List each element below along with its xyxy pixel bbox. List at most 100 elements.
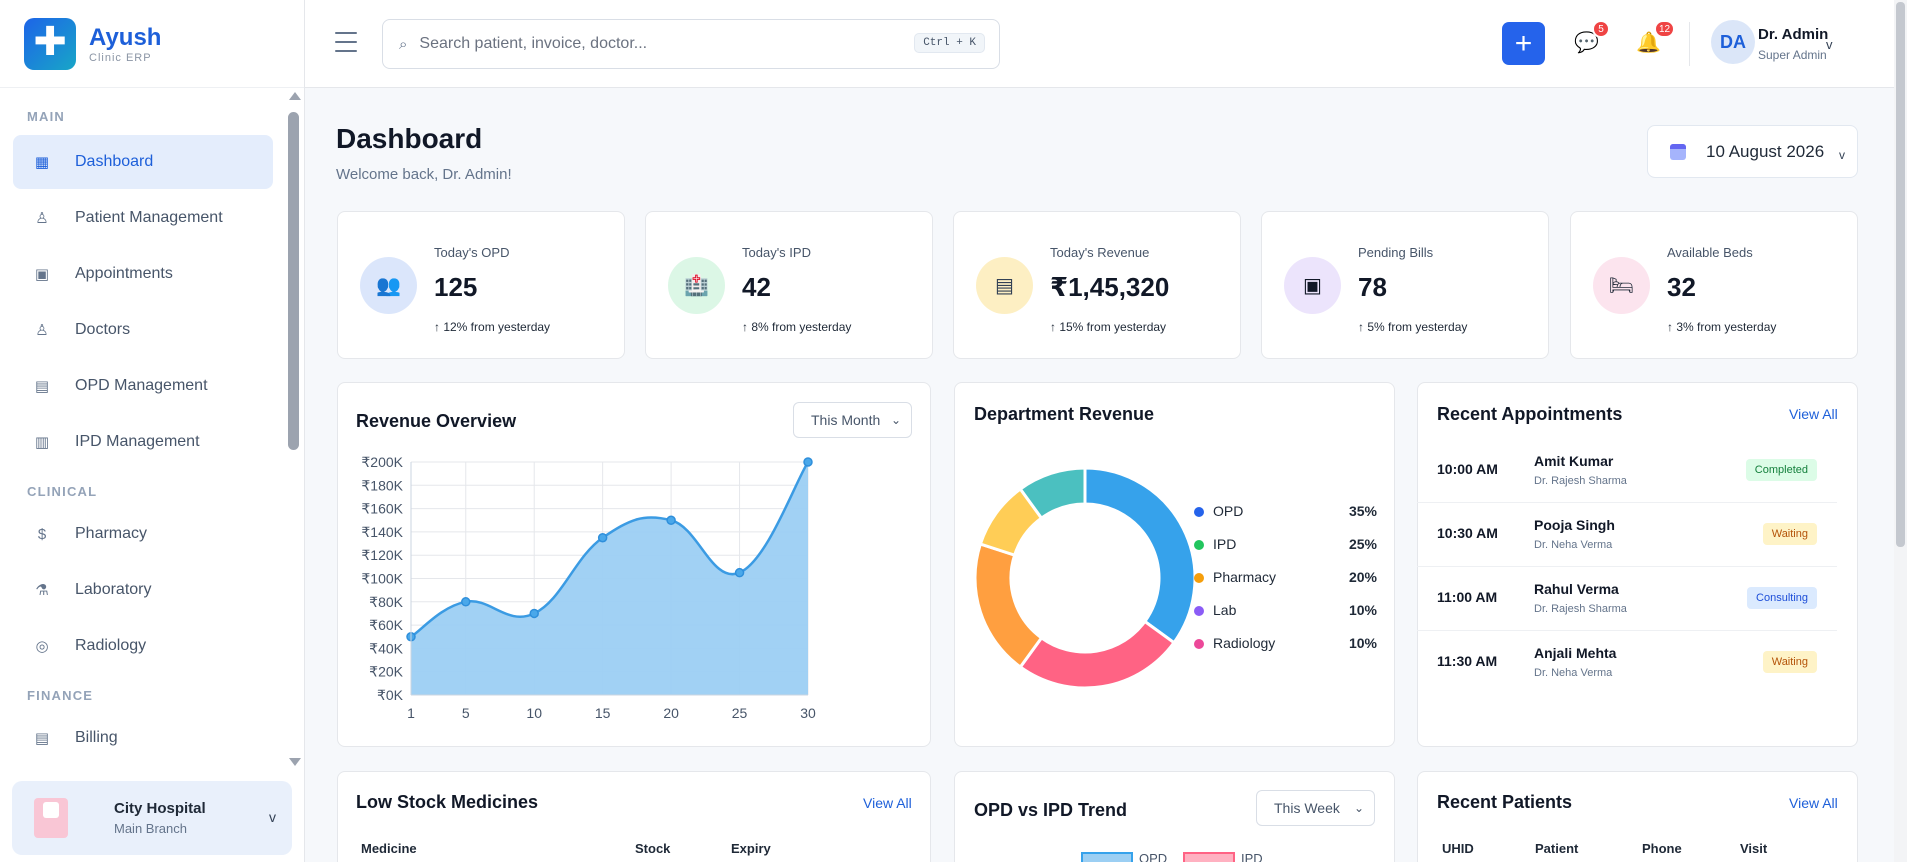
- brand-name: Ayush: [89, 23, 162, 51]
- y-tick-label: ₹180K: [361, 477, 403, 493]
- date-picker[interactable]: 10 August 2026 v: [1647, 125, 1858, 178]
- legend-swatch-ipd: [1183, 852, 1235, 862]
- legend-dot: [1194, 507, 1204, 517]
- legend-label: Radiology: [1213, 635, 1276, 651]
- donut-slice-opd[interactable]: [1083, 466, 1197, 645]
- bill-icon: ▣: [1284, 257, 1341, 314]
- legend-label-ipd: IPD: [1241, 851, 1263, 862]
- sidebar-scrollbar[interactable]: [287, 92, 301, 766]
- sidebar-item-laboratory[interactable]: ⚗ Laboratory: [13, 563, 273, 617]
- select-value: This Week: [1274, 800, 1340, 816]
- appointment-row[interactable]: 10:00 AM Amit Kumar Dr. Rajesh Sharma Co…: [1417, 439, 1837, 503]
- legend-label: Pharmacy: [1213, 569, 1277, 585]
- appointment-row[interactable]: 11:00 AM Rahul Verma Dr. Rajesh Sharma C…: [1417, 567, 1837, 631]
- search-box[interactable]: ⌕ Ctrl + K: [382, 19, 1000, 69]
- sidebar-item-billing[interactable]: ▤ Billing: [13, 711, 273, 765]
- y-tick-label: ₹40K: [369, 640, 403, 656]
- sidebar-item-label: Doctors: [75, 321, 131, 338]
- sidebar-item-ipd-management[interactable]: ▥ IPD Management: [13, 415, 273, 469]
- revenue-period-select[interactable]: This Month ⌄: [793, 402, 912, 438]
- appointment-row[interactable]: 10:30 AM Pooja Singh Dr. Neha Verma Wait…: [1417, 503, 1837, 567]
- data-point[interactable]: [666, 515, 676, 525]
- branch-selector[interactable]: City Hospital Main Branch v: [12, 781, 292, 855]
- revenue-chart: ₹0K ₹20K ₹40K ₹60K ₹80K ₹100K ₹120K ₹140K ₹160K ₹…: [361, 454, 816, 721]
- page-scrollbar[interactable]: [1894, 0, 1907, 862]
- x-tick-label: 1: [407, 705, 415, 721]
- scrollbar-thumb[interactable]: [288, 112, 299, 450]
- notifications-button[interactable]: 🔔 12: [1636, 20, 1676, 55]
- x-tick-label: 15: [595, 705, 611, 721]
- y-tick-label: ₹80K: [369, 594, 403, 610]
- sidebar-item-appointments[interactable]: ▣ Appointments: [13, 247, 273, 301]
- user-name[interactable]: Dr. Admin: [1758, 26, 1829, 43]
- y-tick-label: ₹20K: [369, 664, 403, 680]
- sidebar-item-patient-management[interactable]: ♙ Patient Management: [13, 191, 273, 245]
- appointment-row[interactable]: 11:30 AM Anjali Mehta Dr. Neha Verma Wai…: [1417, 631, 1837, 695]
- y-tick-label: ₹100K: [361, 571, 403, 587]
- donut-slice-radiology[interactable]: [1018, 466, 1087, 521]
- legend-item[interactable]: Lab 10%: [1194, 601, 1377, 621]
- status-badge: Completed: [1745, 459, 1817, 481]
- legend-dot: [1194, 606, 1204, 616]
- scroll-up-arrow-icon[interactable]: [289, 92, 301, 100]
- legend-label-opd: OPD: [1139, 851, 1168, 862]
- menu-toggle-icon[interactable]: [335, 32, 357, 59]
- legend-item[interactable]: Radiology 10%: [1194, 634, 1377, 654]
- legend-item[interactable]: Pharmacy 20%: [1194, 568, 1377, 588]
- scroll-down-arrow-icon[interactable]: [289, 758, 301, 766]
- add-button[interactable]: +: [1502, 22, 1545, 65]
- legend-item[interactable]: OPD 35%: [1194, 502, 1377, 522]
- nav-section-title: CLINICAL: [27, 484, 98, 499]
- low-stock-view-all-link[interactable]: View All: [863, 795, 912, 811]
- appointment-patient: Anjali Mehta: [1534, 645, 1617, 661]
- chevron-down-icon: ⌄: [890, 413, 901, 427]
- recent-patients-card: [1417, 771, 1858, 862]
- data-point[interactable]: [461, 597, 471, 607]
- opd-ipd-period-select[interactable]: This Week ⌄: [1256, 790, 1375, 826]
- data-point[interactable]: [529, 608, 539, 619]
- nav-section-title: MAIN: [27, 109, 66, 124]
- stat-trend: ↑ 12% from yesterday: [434, 320, 551, 334]
- messages-button[interactable]: 💬 5: [1574, 20, 1610, 55]
- donut-slice-pharmacy[interactable]: [973, 542, 1044, 670]
- brand-subtitle: Clinic ERP: [89, 51, 152, 64]
- legend-label: Lab: [1213, 602, 1237, 618]
- recent-patients-view-all-link[interactable]: View All: [1789, 795, 1838, 811]
- data-point[interactable]: [803, 457, 813, 467]
- stat-card-opd[interactable]: 👥 Today's OPD 125 ↑ 12% from yesterday: [337, 211, 625, 359]
- flask-icon: ⚗: [35, 582, 49, 599]
- search-input[interactable]: [419, 35, 900, 53]
- sidebar-item-label: Dashboard: [75, 153, 154, 170]
- plus-icon: +: [1514, 26, 1533, 60]
- sidebar-item-label: Appointments: [75, 265, 173, 282]
- stat-card-beds[interactable]: 🛏 Available Beds 32 ↑ 3% from yesterday: [1570, 211, 1858, 359]
- sidebar-item-doctors[interactable]: ♙ Doctors: [13, 303, 273, 357]
- stat-label: Today's IPD: [742, 245, 811, 260]
- legend-item[interactable]: IPD 25%: [1194, 535, 1377, 555]
- page-scrollbar-thumb[interactable]: [1896, 2, 1905, 547]
- shortcut-hint: Ctrl + K: [914, 33, 985, 53]
- calendar-icon: [1670, 143, 1686, 160]
- stat-card-pending-bills[interactable]: ▣ Pending Bills 78 ↑ 5% from yesterday: [1261, 211, 1549, 359]
- brand[interactable]: ✚ Ayush Clinic ERP: [0, 0, 304, 88]
- donut-slice-ipd[interactable]: [1018, 619, 1177, 690]
- x-tick-label: 5: [462, 705, 470, 721]
- data-point[interactable]: [597, 532, 608, 543]
- sidebar-item-pharmacy[interactable]: $ Pharmacy: [13, 507, 273, 561]
- user-icon: ♙: [35, 210, 49, 227]
- low-stock-title: Low Stock Medicines: [356, 792, 539, 812]
- revenue-area: [411, 462, 808, 695]
- sidebar-item-dashboard[interactable]: ▦ Dashboard: [13, 135, 273, 189]
- avatar[interactable]: DA: [1711, 20, 1755, 64]
- chevron-down-icon[interactable]: v: [1826, 37, 1833, 52]
- data-point[interactable]: [734, 567, 745, 578]
- bed-icon: ▥: [34, 434, 50, 451]
- sidebar-item-label: OPD Management: [75, 377, 208, 394]
- sidebar-item-radiology[interactable]: ◎ Radiology: [13, 619, 273, 673]
- stat-card-ipd[interactable]: 🏥 Today's IPD 42 ↑ 8% from yesterday: [645, 211, 933, 359]
- sidebar-item-opd-management[interactable]: ▤ OPD Management: [13, 359, 273, 413]
- legend-label: OPD: [1213, 503, 1244, 519]
- appointment-doctor: Dr. Rajesh Sharma: [1534, 603, 1627, 615]
- stat-card-revenue[interactable]: ▤ Today's Revenue ₹1,45,320 ↑ 15% from y…: [953, 211, 1241, 359]
- appointments-view-all-link[interactable]: View All: [1789, 406, 1838, 422]
